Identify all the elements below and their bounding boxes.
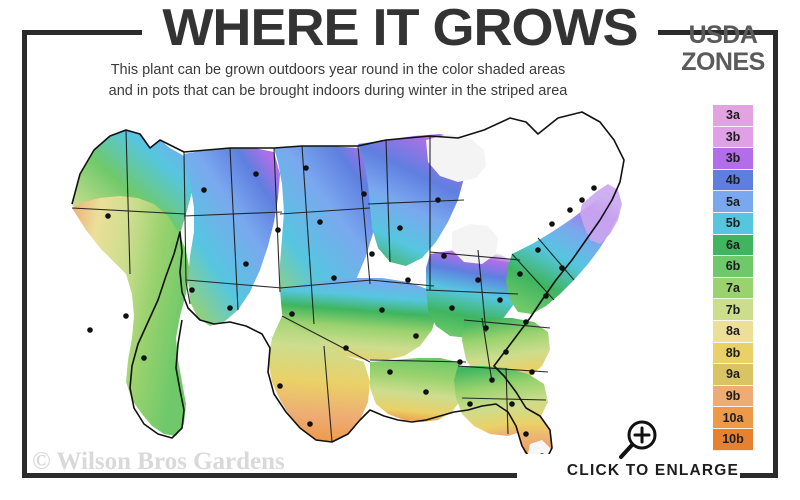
region-central-plains bbox=[280, 278, 438, 360]
legend-swatch-8a-10: 8a bbox=[713, 320, 753, 343]
legend-swatch-10a-14: 10a bbox=[713, 407, 753, 429]
legend-title-line-1: USDA bbox=[688, 21, 758, 49]
page-title: WHERE IT GROWS bbox=[162, 0, 638, 57]
region-great-lakes bbox=[426, 250, 520, 338]
watermark: © Wilson Bros Gardens bbox=[32, 448, 285, 475]
legend-title: USDA ZONES bbox=[663, 22, 783, 76]
zone-legend: 3a 3b 3b 4b 5a 5b 6a 6b 7a 7b 8a 8b 9a 9b 10a 10b bbox=[713, 105, 753, 451]
state-boundaries bbox=[71, 129, 575, 443]
region-maine-cold bbox=[580, 184, 622, 244]
legend-swatch-7a-8: 7a bbox=[713, 277, 753, 300]
subtitle: This plant can be grown outdoors year ro… bbox=[38, 60, 638, 102]
legend-swatch-9a-12: 9a bbox=[713, 364, 753, 386]
legend-swatch-6a-6: 6a bbox=[713, 234, 753, 257]
frame-segment-right bbox=[773, 30, 778, 478]
unshaded-south-florida bbox=[528, 440, 551, 454]
map-outline bbox=[71, 111, 625, 454]
legend-swatch-4b-3: 4b bbox=[713, 169, 753, 192]
frame-segment-left bbox=[22, 30, 27, 478]
legend-swatch-5a-4: 5a bbox=[713, 191, 753, 213]
region-rocky-mountains bbox=[274, 146, 384, 326]
map-svg bbox=[34, 104, 664, 454]
frame-segment-top-left bbox=[22, 30, 142, 35]
legend-swatch-9b-13: 9b bbox=[713, 385, 753, 408]
legend-swatch-7b-9: 7b bbox=[713, 299, 753, 321]
legend-swatch-6b-7: 6b bbox=[713, 256, 753, 278]
legend-title-line-2: ZONES bbox=[681, 48, 765, 76]
unshaded-upper-midwest bbox=[426, 134, 486, 182]
frame-segment-top-right bbox=[658, 30, 778, 35]
legend-swatch-3b-2: 3b bbox=[713, 148, 753, 170]
legend-swatch-10b-15: 10b bbox=[713, 428, 753, 451]
map-unshaded-areas bbox=[426, 134, 551, 454]
region-california bbox=[72, 196, 190, 436]
unshaded-lake-michigan bbox=[452, 224, 498, 264]
click-to-enlarge-label: CLICK TO ENLARGE bbox=[566, 462, 740, 479]
legend-swatch-8b-11: 8b bbox=[713, 342, 753, 365]
legend-swatch-3a-0: 3a bbox=[713, 105, 753, 127]
frame-segment-bottom-right bbox=[740, 473, 778, 478]
region-deep-south bbox=[370, 358, 466, 422]
region-texas bbox=[268, 316, 370, 442]
legend-swatch-5b-5: 5b bbox=[713, 212, 753, 235]
usda-hardiness-zone-map[interactable] bbox=[34, 104, 664, 454]
magnifier-plus-icon[interactable] bbox=[615, 418, 663, 462]
legend-swatch-3b-1: 3b bbox=[713, 126, 753, 149]
map-city-markers bbox=[87, 165, 597, 454]
frame-segment-bottom-left bbox=[22, 473, 517, 478]
subtitle-line-2: and in pots that can be brought indoors … bbox=[108, 83, 568, 100]
subtitle-line-1: This plant can be grown outdoors year ro… bbox=[110, 62, 566, 78]
click-to-enlarge-button[interactable]: CLICK TO ENLARGE bbox=[553, 418, 753, 480]
